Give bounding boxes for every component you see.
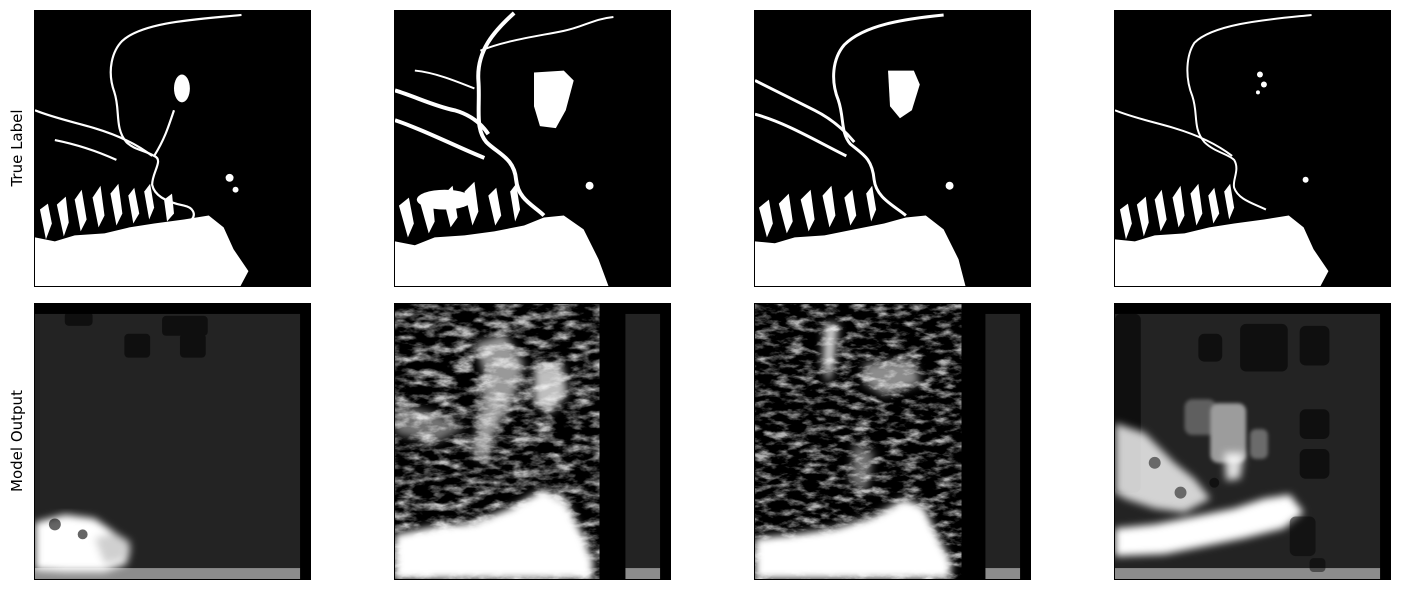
true-label-panel-1 [34,10,311,287]
true-label-mask-3 [755,11,1030,286]
model-output-panel-2 [394,303,671,580]
row-label-model: Model Output [8,390,26,492]
model-output-map-4 [1115,304,1390,579]
true-label-panel-3 [754,10,1031,287]
model-output-panel-4 [1114,303,1391,580]
true-label-mask-1 [35,11,310,286]
true-label-panel-2 [394,10,671,287]
model-output-map-2 [395,304,670,579]
model-output-panel-3 [754,303,1031,580]
model-output-panel-1 [34,303,311,580]
true-label-mask-2 [395,11,670,286]
model-output-map-1 [35,304,310,579]
row-label-true: True Label [8,109,26,187]
model-output-map-3 [755,304,1030,579]
true-label-panel-4 [1114,10,1391,287]
true-label-mask-4 [1115,11,1390,286]
